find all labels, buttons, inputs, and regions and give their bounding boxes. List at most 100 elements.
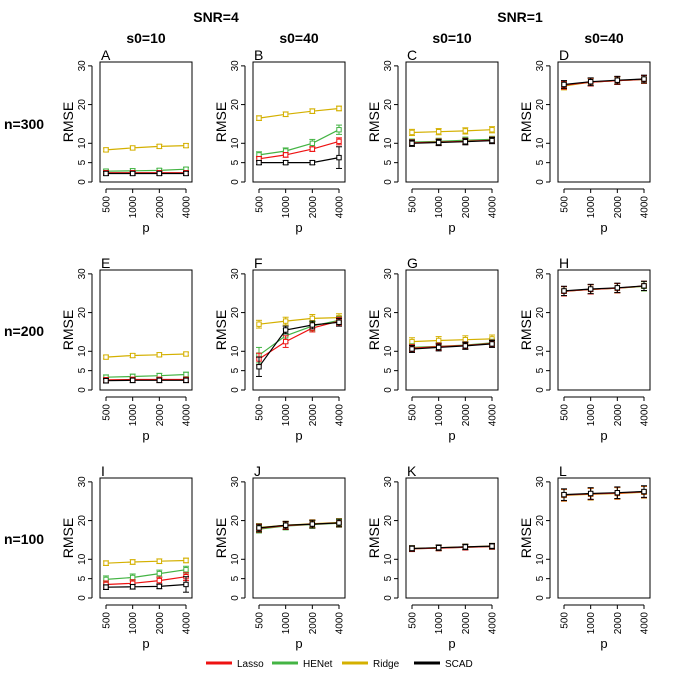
- data-point-scad: [561, 81, 567, 88]
- series-line-scad: [258, 522, 340, 529]
- data-point-scad: [462, 544, 469, 550]
- x-tick-label: 2000: [461, 404, 472, 427]
- y-tick-label: 0: [383, 179, 394, 185]
- x-tick-label: 2000: [308, 404, 319, 427]
- x-axis-label: p: [295, 636, 302, 651]
- y-tick-label: 30: [230, 268, 241, 280]
- data-point-scad: [409, 545, 415, 552]
- series-line-scad: [563, 78, 645, 86]
- data-point-lasso: [156, 577, 163, 584]
- data-point-scad: [587, 286, 594, 292]
- y-tick-label: 20: [77, 307, 88, 319]
- x-tick-label: 2000: [308, 612, 319, 635]
- data-point-ridge: [282, 111, 289, 117]
- data-point-scad: [641, 283, 647, 289]
- data-point-scad: [156, 377, 163, 384]
- data-point-ridge: [336, 105, 342, 112]
- series-line-henet: [411, 138, 493, 143]
- y-axis-label: RMSE: [213, 310, 229, 350]
- y-tick-label: 30: [383, 268, 394, 280]
- column-title-1: s0=10: [126, 30, 166, 46]
- plot-frame: [557, 269, 651, 391]
- data-point-scad: [489, 137, 495, 144]
- x-tick-label: 4000: [488, 404, 499, 427]
- x-tick-label: 2000: [308, 196, 319, 219]
- group-title-snr4: SNR=4: [193, 9, 239, 25]
- y-tick-label: 30: [77, 60, 88, 72]
- x-tick-label: 1000: [128, 404, 139, 427]
- y-tick-label: 5: [383, 367, 394, 373]
- y-tick-label: 10: [77, 553, 88, 565]
- y-axis-label: RMSE: [366, 310, 382, 350]
- data-point-scad: [183, 170, 189, 177]
- column-title-2: s0=40: [279, 30, 319, 46]
- plot-frame: [405, 269, 499, 391]
- series-line-scad: [411, 140, 493, 144]
- x-axis-label: p: [600, 428, 607, 443]
- series-line-ridge: [411, 338, 493, 343]
- data-point-ridge: [103, 354, 109, 360]
- y-tick-label: 10: [535, 137, 546, 149]
- data-point-scad: [561, 288, 567, 294]
- data-point-scad: [156, 170, 163, 177]
- y-tick-label: 20: [535, 99, 546, 111]
- y-tick-label: 30: [230, 60, 241, 72]
- y-tick-label: 20: [77, 515, 88, 527]
- x-tick-label: 1000: [434, 612, 445, 635]
- panel-label: E: [101, 255, 110, 271]
- y-tick-label: 30: [383, 476, 394, 488]
- panel-label: G: [407, 255, 418, 271]
- data-point-ridge: [129, 352, 136, 359]
- panel-g: G 0 5 10 20 30 RMSE 500 1000 2000 4000 p: [366, 255, 499, 443]
- x-tick-label: 4000: [335, 196, 346, 219]
- x-axis-label: p: [600, 636, 607, 651]
- y-tick-label: 20: [77, 99, 88, 111]
- y-axis-label: RMSE: [366, 102, 382, 142]
- y-axis-label: RMSE: [366, 518, 382, 558]
- data-point-scad: [435, 139, 442, 146]
- data-point-henet: [336, 127, 342, 133]
- data-point-ridge: [435, 128, 442, 135]
- x-tick-label: 2000: [461, 612, 472, 635]
- data-point-ridge: [156, 558, 163, 564]
- y-tick-label: 30: [77, 268, 88, 280]
- x-axis-label: p: [295, 428, 302, 443]
- data-point-scad: [309, 521, 316, 527]
- data-point-scad: [282, 159, 289, 166]
- legend-label-henet: HENet: [303, 659, 333, 670]
- y-tick-label: 30: [535, 476, 546, 488]
- series-line-scad: [258, 321, 340, 368]
- panel-d: D 0 5 10 20 30 RMSE 500 1000 2000 4000 p: [518, 47, 651, 235]
- x-tick-label: 2000: [613, 404, 624, 427]
- y-tick-label: 20: [383, 99, 394, 111]
- y-tick-label: 30: [77, 476, 88, 488]
- series-line-lasso: [258, 140, 340, 160]
- x-tick-label: 4000: [335, 404, 346, 427]
- y-tick-label: 10: [383, 345, 394, 357]
- panel-label: J: [254, 463, 261, 479]
- y-tick-label: 10: [77, 137, 88, 149]
- series-line-ridge: [258, 107, 340, 119]
- panel-h: H 0 5 10 20 30 RMSE 500 1000 2000 4000 p: [518, 255, 651, 443]
- data-point-lasso: [282, 338, 289, 345]
- plot-frame: [99, 477, 193, 599]
- series-line-ridge: [411, 129, 493, 134]
- x-tick-label: 4000: [488, 612, 499, 635]
- y-tick-label: 10: [383, 553, 394, 565]
- y-tick-label: 10: [383, 137, 394, 149]
- data-point-henet: [183, 567, 189, 573]
- x-tick-label: 500: [255, 196, 266, 213]
- x-tick-label: 2000: [155, 404, 166, 427]
- series-line-henet: [258, 129, 340, 156]
- data-point-scad: [614, 490, 621, 496]
- panel-f: F 0 5 10 20 30 RMSE 500 1000 2000 4000 p: [213, 255, 346, 443]
- data-point-scad: [129, 377, 136, 384]
- data-point-scad: [256, 159, 262, 166]
- y-tick-label: 20: [383, 515, 394, 527]
- data-point-scad: [462, 139, 469, 145]
- series-line-ridge: [105, 145, 187, 151]
- x-axis-label: p: [142, 428, 149, 443]
- data-point-lasso: [309, 146, 316, 152]
- column-title-3: s0=10: [432, 30, 472, 46]
- plot-frame: [252, 61, 346, 183]
